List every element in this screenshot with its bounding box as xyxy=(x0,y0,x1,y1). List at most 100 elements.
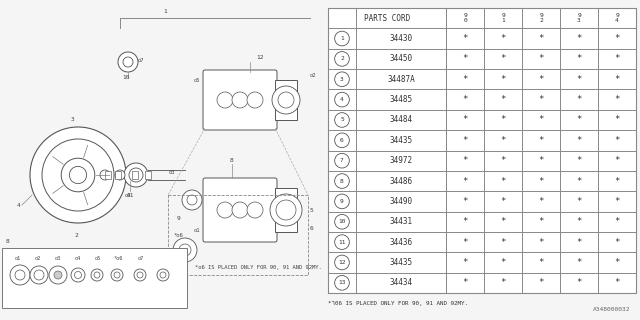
Text: PARTS CORD: PARTS CORD xyxy=(364,14,410,23)
Text: *: * xyxy=(462,95,468,104)
Text: 13: 13 xyxy=(339,280,346,285)
Text: *: * xyxy=(576,258,582,267)
Text: *: * xyxy=(500,136,506,145)
Text: *: * xyxy=(576,197,582,206)
Text: 6: 6 xyxy=(310,226,314,230)
Text: 3: 3 xyxy=(340,77,344,82)
Circle shape xyxy=(335,174,349,188)
Text: 34435: 34435 xyxy=(389,136,413,145)
Text: 5: 5 xyxy=(340,117,344,123)
Circle shape xyxy=(123,57,133,67)
Circle shape xyxy=(129,168,143,182)
Text: 34972: 34972 xyxy=(389,156,413,165)
Text: *: * xyxy=(576,95,582,104)
Text: *: * xyxy=(500,177,506,186)
Text: *: * xyxy=(462,217,468,226)
Text: 1: 1 xyxy=(340,36,344,41)
Text: *: * xyxy=(462,116,468,124)
FancyBboxPatch shape xyxy=(203,70,277,130)
Text: 34450: 34450 xyxy=(389,54,413,63)
Text: *: * xyxy=(462,54,468,63)
Circle shape xyxy=(94,272,100,278)
Text: 8: 8 xyxy=(340,179,344,184)
Bar xyxy=(275,80,297,120)
Text: 9
1: 9 1 xyxy=(501,13,505,23)
Bar xyxy=(168,195,308,275)
Circle shape xyxy=(335,113,349,127)
Circle shape xyxy=(69,166,86,184)
Circle shape xyxy=(276,200,296,220)
Text: *: * xyxy=(614,258,620,267)
Text: 9: 9 xyxy=(340,199,344,204)
Circle shape xyxy=(335,194,349,209)
Text: 34436: 34436 xyxy=(389,238,413,247)
Circle shape xyxy=(10,265,30,285)
Text: *: * xyxy=(614,54,620,63)
Text: 3: 3 xyxy=(71,117,75,122)
Text: o2: o2 xyxy=(35,256,41,261)
Text: *: * xyxy=(576,75,582,84)
Text: *: * xyxy=(538,238,544,247)
Text: *: * xyxy=(538,177,544,186)
Text: 34487A: 34487A xyxy=(387,75,415,84)
Text: 10: 10 xyxy=(122,75,130,80)
Text: *: * xyxy=(576,238,582,247)
Text: 6: 6 xyxy=(340,138,344,143)
Text: *: * xyxy=(462,177,468,186)
Text: A348000032: A348000032 xyxy=(593,307,630,312)
Text: *: * xyxy=(576,217,582,226)
Text: *: * xyxy=(462,156,468,165)
Text: o5: o5 xyxy=(95,256,101,261)
Text: *: * xyxy=(538,197,544,206)
Text: 34485: 34485 xyxy=(389,95,413,104)
Bar xyxy=(105,171,111,179)
Text: *: * xyxy=(614,197,620,206)
Circle shape xyxy=(272,86,300,114)
Text: 1: 1 xyxy=(163,9,167,14)
Text: *: * xyxy=(538,217,544,226)
Circle shape xyxy=(335,72,349,87)
Circle shape xyxy=(15,270,25,280)
Text: *: * xyxy=(462,75,468,84)
Text: *: * xyxy=(614,75,620,84)
Text: 11: 11 xyxy=(126,193,134,198)
Text: 2: 2 xyxy=(340,56,344,61)
Text: *: * xyxy=(538,258,544,267)
Text: *: * xyxy=(500,197,506,206)
Circle shape xyxy=(114,272,120,278)
Text: 8: 8 xyxy=(230,157,234,163)
Text: *o6: *o6 xyxy=(113,256,123,261)
Circle shape xyxy=(232,92,248,108)
Text: 12: 12 xyxy=(339,260,346,265)
Circle shape xyxy=(54,271,62,279)
Circle shape xyxy=(74,271,81,278)
Text: *: * xyxy=(614,34,620,43)
Circle shape xyxy=(335,255,349,270)
Text: 2: 2 xyxy=(74,233,78,238)
Text: *: * xyxy=(614,217,620,226)
Text: *: * xyxy=(614,177,620,186)
Bar xyxy=(2,248,187,308)
Circle shape xyxy=(134,269,146,281)
Circle shape xyxy=(30,266,48,284)
Bar xyxy=(275,188,297,232)
Text: *: * xyxy=(500,54,506,63)
Text: *: * xyxy=(538,75,544,84)
Text: *: * xyxy=(500,116,506,124)
Text: 9
2: 9 2 xyxy=(539,13,543,23)
Text: 12: 12 xyxy=(256,55,264,60)
Text: 34435: 34435 xyxy=(389,258,413,267)
Text: *: * xyxy=(500,238,506,247)
Text: *: * xyxy=(538,136,544,145)
Text: 9
3: 9 3 xyxy=(577,13,581,23)
Circle shape xyxy=(335,92,349,107)
Text: *: * xyxy=(576,177,582,186)
Circle shape xyxy=(111,269,123,281)
Text: *: * xyxy=(500,75,506,84)
Bar xyxy=(115,171,121,179)
Text: o4: o4 xyxy=(125,193,131,197)
Text: *: * xyxy=(500,258,506,267)
Text: *: * xyxy=(500,34,506,43)
Text: o5: o5 xyxy=(193,77,200,83)
Text: *: * xyxy=(614,278,620,287)
